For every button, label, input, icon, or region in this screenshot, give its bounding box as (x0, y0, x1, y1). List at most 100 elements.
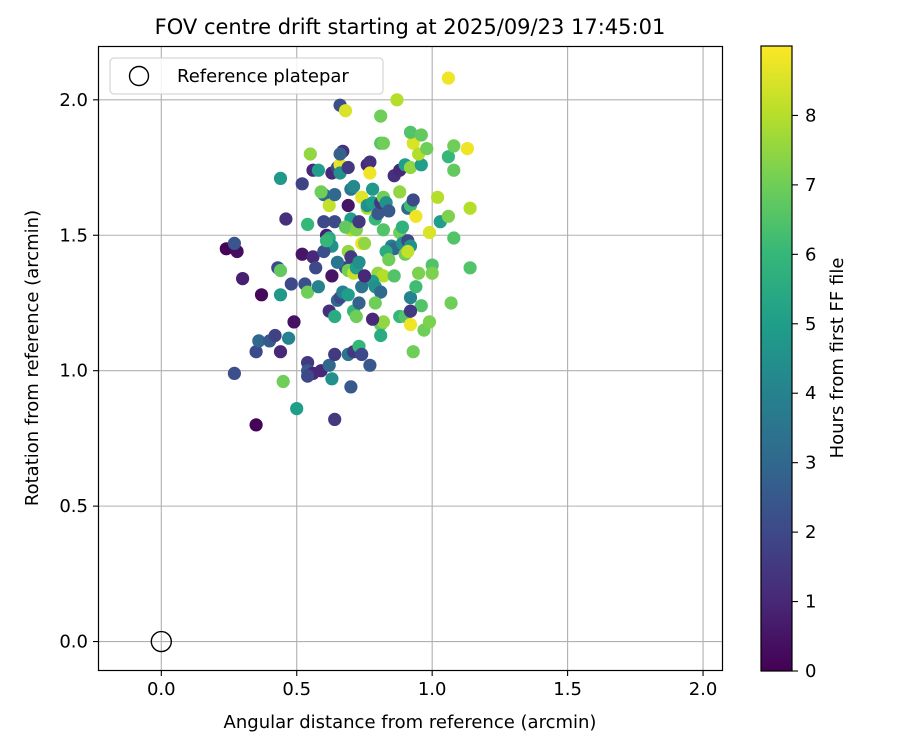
data-point (403, 318, 418, 332)
data-point (371, 207, 385, 221)
data-point (387, 269, 401, 283)
data-point (363, 358, 377, 372)
data-point (401, 244, 415, 259)
data-point (328, 309, 342, 324)
data-point (322, 358, 336, 372)
data-point (352, 215, 366, 229)
data-point (412, 266, 426, 280)
colorbar-label: Hours from first FF file (827, 258, 848, 459)
data-point (333, 147, 347, 161)
data-point (319, 234, 334, 248)
data-point (311, 163, 325, 177)
data-point (441, 150, 455, 164)
data-point (349, 309, 363, 324)
data-point (374, 109, 388, 123)
data-point (444, 296, 458, 310)
colorbar-tick-label: 4 (805, 383, 816, 404)
data-point (309, 261, 323, 275)
colorbar-tick-label: 2 (805, 522, 816, 543)
data-point (403, 304, 418, 318)
y-tick-label: 0.5 (59, 496, 88, 517)
data-point (227, 366, 241, 380)
colorbar-tick-label: 8 (805, 105, 816, 126)
data-point (330, 255, 344, 269)
data-point (414, 128, 428, 142)
colorbar-tick-label: 3 (805, 453, 816, 474)
data-point (236, 272, 250, 286)
data-point (290, 402, 304, 416)
y-tick-label: 1.0 (59, 361, 88, 382)
data-point (325, 269, 339, 283)
legend: Reference platepar (109, 57, 384, 95)
y-tick-label: 1.5 (59, 225, 88, 246)
data-point (403, 125, 418, 139)
data-point (249, 345, 263, 359)
data-point (254, 288, 269, 302)
data-point (252, 334, 266, 348)
x-tick-label: 0.5 (282, 679, 311, 700)
data-point (441, 71, 455, 85)
data-point (422, 315, 437, 329)
data-point (279, 212, 293, 226)
data-point (284, 277, 298, 291)
data-point (393, 185, 407, 199)
x-tick-label: 0.0 (147, 679, 176, 700)
data-point (368, 296, 382, 310)
data-point (317, 215, 331, 229)
data-point (403, 291, 418, 305)
data-point (357, 236, 372, 250)
data-point (376, 269, 390, 283)
colorbar-ticks: 0 1 2 3 4 5 6 7 8 (792, 105, 816, 682)
data-point (366, 312, 380, 326)
data-point (295, 177, 309, 191)
data-point (376, 315, 390, 329)
plot-frame (97, 45, 724, 672)
data-point (441, 209, 455, 223)
data-point (431, 190, 445, 204)
data-point (287, 315, 301, 329)
data-point (301, 369, 315, 383)
data-point (347, 179, 361, 194)
data-point (447, 163, 461, 177)
y-tick-label: 2.0 (59, 90, 88, 111)
data-point (357, 269, 372, 283)
data-point (422, 225, 437, 240)
data-point (376, 223, 390, 237)
data-point (301, 285, 315, 299)
data-point (325, 372, 339, 386)
legend-marker-icon (128, 65, 150, 87)
data-point (363, 155, 377, 169)
data-point (338, 104, 353, 118)
data-point (374, 328, 388, 343)
data-point (460, 142, 474, 156)
x-tick-label: 2.0 (689, 679, 718, 700)
data-point (317, 244, 331, 259)
x-ticks: 0.0 0.5 1.0 1.5 2.0 (147, 670, 717, 700)
scatter-points (219, 71, 477, 432)
data-point (409, 280, 423, 294)
colorbar (760, 45, 793, 672)
data-point (328, 347, 342, 361)
reference-marker (150, 630, 173, 653)
data-point (463, 261, 477, 275)
data-point (276, 374, 290, 389)
data-point (303, 147, 317, 161)
data-point (395, 220, 409, 234)
data-point (366, 182, 380, 196)
data-point (341, 288, 355, 302)
data-point (414, 158, 428, 172)
data-point (344, 380, 358, 394)
data-point (273, 288, 288, 302)
y-tick-label: 0.0 (59, 632, 88, 653)
data-point (322, 198, 336, 213)
data-point (352, 296, 366, 310)
data-point (463, 201, 477, 215)
x-tick-label: 1.0 (418, 679, 447, 700)
y-axis-label: Rotation from reference (arcmin) (22, 210, 43, 506)
data-point (406, 193, 420, 207)
data-point (314, 185, 328, 199)
data-point (249, 418, 263, 432)
data-point (363, 166, 377, 180)
data-point (414, 299, 428, 313)
data-point (295, 247, 309, 261)
